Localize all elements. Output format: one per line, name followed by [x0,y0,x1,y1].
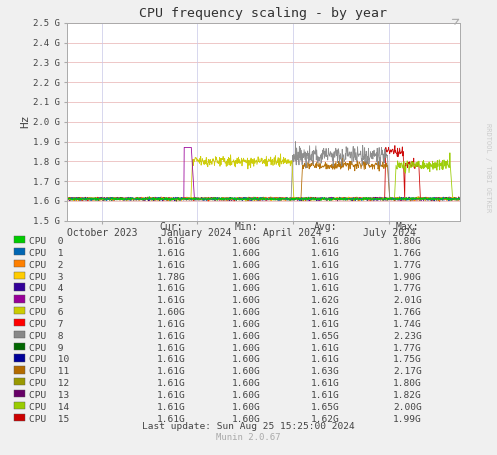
Text: 1.60G: 1.60G [232,237,260,246]
Text: 1.60G: 1.60G [232,308,260,317]
Text: 1.61G: 1.61G [311,355,340,364]
Text: 1.61G: 1.61G [311,237,340,246]
Text: 1.60G: 1.60G [232,355,260,364]
Text: 1.61G: 1.61G [157,344,186,353]
Text: Max:: Max: [396,222,419,232]
Text: 2.17G: 2.17G [393,367,422,376]
Text: CPU  2: CPU 2 [29,261,63,270]
Text: 1.61G: 1.61G [311,391,340,400]
Text: 1.60G: 1.60G [232,273,260,282]
Text: 1.61G: 1.61G [157,249,186,258]
Text: 1.60G: 1.60G [232,391,260,400]
Text: CPU  14: CPU 14 [29,403,69,412]
Text: 1.61G: 1.61G [311,320,340,329]
Text: 1.60G: 1.60G [232,332,260,341]
Text: CPU  10: CPU 10 [29,355,69,364]
Text: 1.61G: 1.61G [157,391,186,400]
Text: 1.61G: 1.61G [157,367,186,376]
Text: 1.60G: 1.60G [232,249,260,258]
Text: 1.77G: 1.77G [393,284,422,293]
Text: 1.60G: 1.60G [232,344,260,353]
Text: 1.61G: 1.61G [157,296,186,305]
Text: 1.61G: 1.61G [157,320,186,329]
Text: 1.77G: 1.77G [393,344,422,353]
Text: CPU  13: CPU 13 [29,391,69,400]
Text: 1.61G: 1.61G [311,249,340,258]
Text: 1.61G: 1.61G [311,284,340,293]
Text: 1.60G: 1.60G [232,367,260,376]
Text: 1.76G: 1.76G [393,249,422,258]
Title: CPU frequency scaling - by year: CPU frequency scaling - by year [140,7,387,20]
Text: Avg:: Avg: [314,222,337,232]
Text: 1.61G: 1.61G [311,308,340,317]
Text: 1.82G: 1.82G [393,391,422,400]
Text: 1.63G: 1.63G [311,367,340,376]
Y-axis label: Hz: Hz [20,115,30,128]
Text: 1.60G: 1.60G [232,403,260,412]
Text: 2.23G: 2.23G [393,332,422,341]
Text: 1.60G: 1.60G [232,415,260,424]
Text: Cur:: Cur: [160,222,183,232]
Text: 1.78G: 1.78G [157,273,186,282]
Text: Munin 2.0.67: Munin 2.0.67 [216,433,281,442]
Text: 1.61G: 1.61G [157,415,186,424]
Text: CPU  11: CPU 11 [29,367,69,376]
Text: 1.60G: 1.60G [232,320,260,329]
Text: 1.61G: 1.61G [157,237,186,246]
Text: Last update: Sun Aug 25 15:25:00 2024: Last update: Sun Aug 25 15:25:00 2024 [142,422,355,430]
Text: CPU  7: CPU 7 [29,320,63,329]
Text: 1.80G: 1.80G [393,379,422,388]
Text: 1.60G: 1.60G [157,308,186,317]
Text: 1.61G: 1.61G [311,261,340,270]
Text: 1.61G: 1.61G [157,284,186,293]
Text: 1.75G: 1.75G [393,355,422,364]
Text: 1.74G: 1.74G [393,320,422,329]
Text: CPU  12: CPU 12 [29,379,69,388]
Text: 1.60G: 1.60G [232,284,260,293]
Text: 1.61G: 1.61G [157,403,186,412]
Text: 1.99G: 1.99G [393,415,422,424]
Text: Min:: Min: [234,222,258,232]
Text: 1.62G: 1.62G [311,296,340,305]
Text: 1.61G: 1.61G [157,379,186,388]
Text: 1.61G: 1.61G [157,332,186,341]
Text: CPU  1: CPU 1 [29,249,63,258]
Text: CPU  6: CPU 6 [29,308,63,317]
Text: 1.60G: 1.60G [232,296,260,305]
Text: 1.61G: 1.61G [311,379,340,388]
Text: 1.60G: 1.60G [232,379,260,388]
Text: 1.80G: 1.80G [393,237,422,246]
Text: 1.61G: 1.61G [311,344,340,353]
Text: 1.65G: 1.65G [311,332,340,341]
Text: CPU  8: CPU 8 [29,332,63,341]
Text: CPU  3: CPU 3 [29,273,63,282]
Text: 1.77G: 1.77G [393,261,422,270]
Text: 1.62G: 1.62G [311,415,340,424]
Text: 1.61G: 1.61G [157,261,186,270]
Text: 1.65G: 1.65G [311,403,340,412]
Text: 1.76G: 1.76G [393,308,422,317]
Text: 2.00G: 2.00G [393,403,422,412]
Text: CPU  5: CPU 5 [29,296,63,305]
Text: 1.61G: 1.61G [311,273,340,282]
Text: CPU  15: CPU 15 [29,415,69,424]
Text: CPU  9: CPU 9 [29,344,63,353]
Text: 1.60G: 1.60G [232,261,260,270]
Text: 1.90G: 1.90G [393,273,422,282]
Text: 1.61G: 1.61G [157,355,186,364]
Text: RRDTOOL / TOBI OETKER: RRDTOOL / TOBI OETKER [485,123,491,212]
Text: CPU  0: CPU 0 [29,237,63,246]
Text: 2.01G: 2.01G [393,296,422,305]
Text: CPU  4: CPU 4 [29,284,63,293]
